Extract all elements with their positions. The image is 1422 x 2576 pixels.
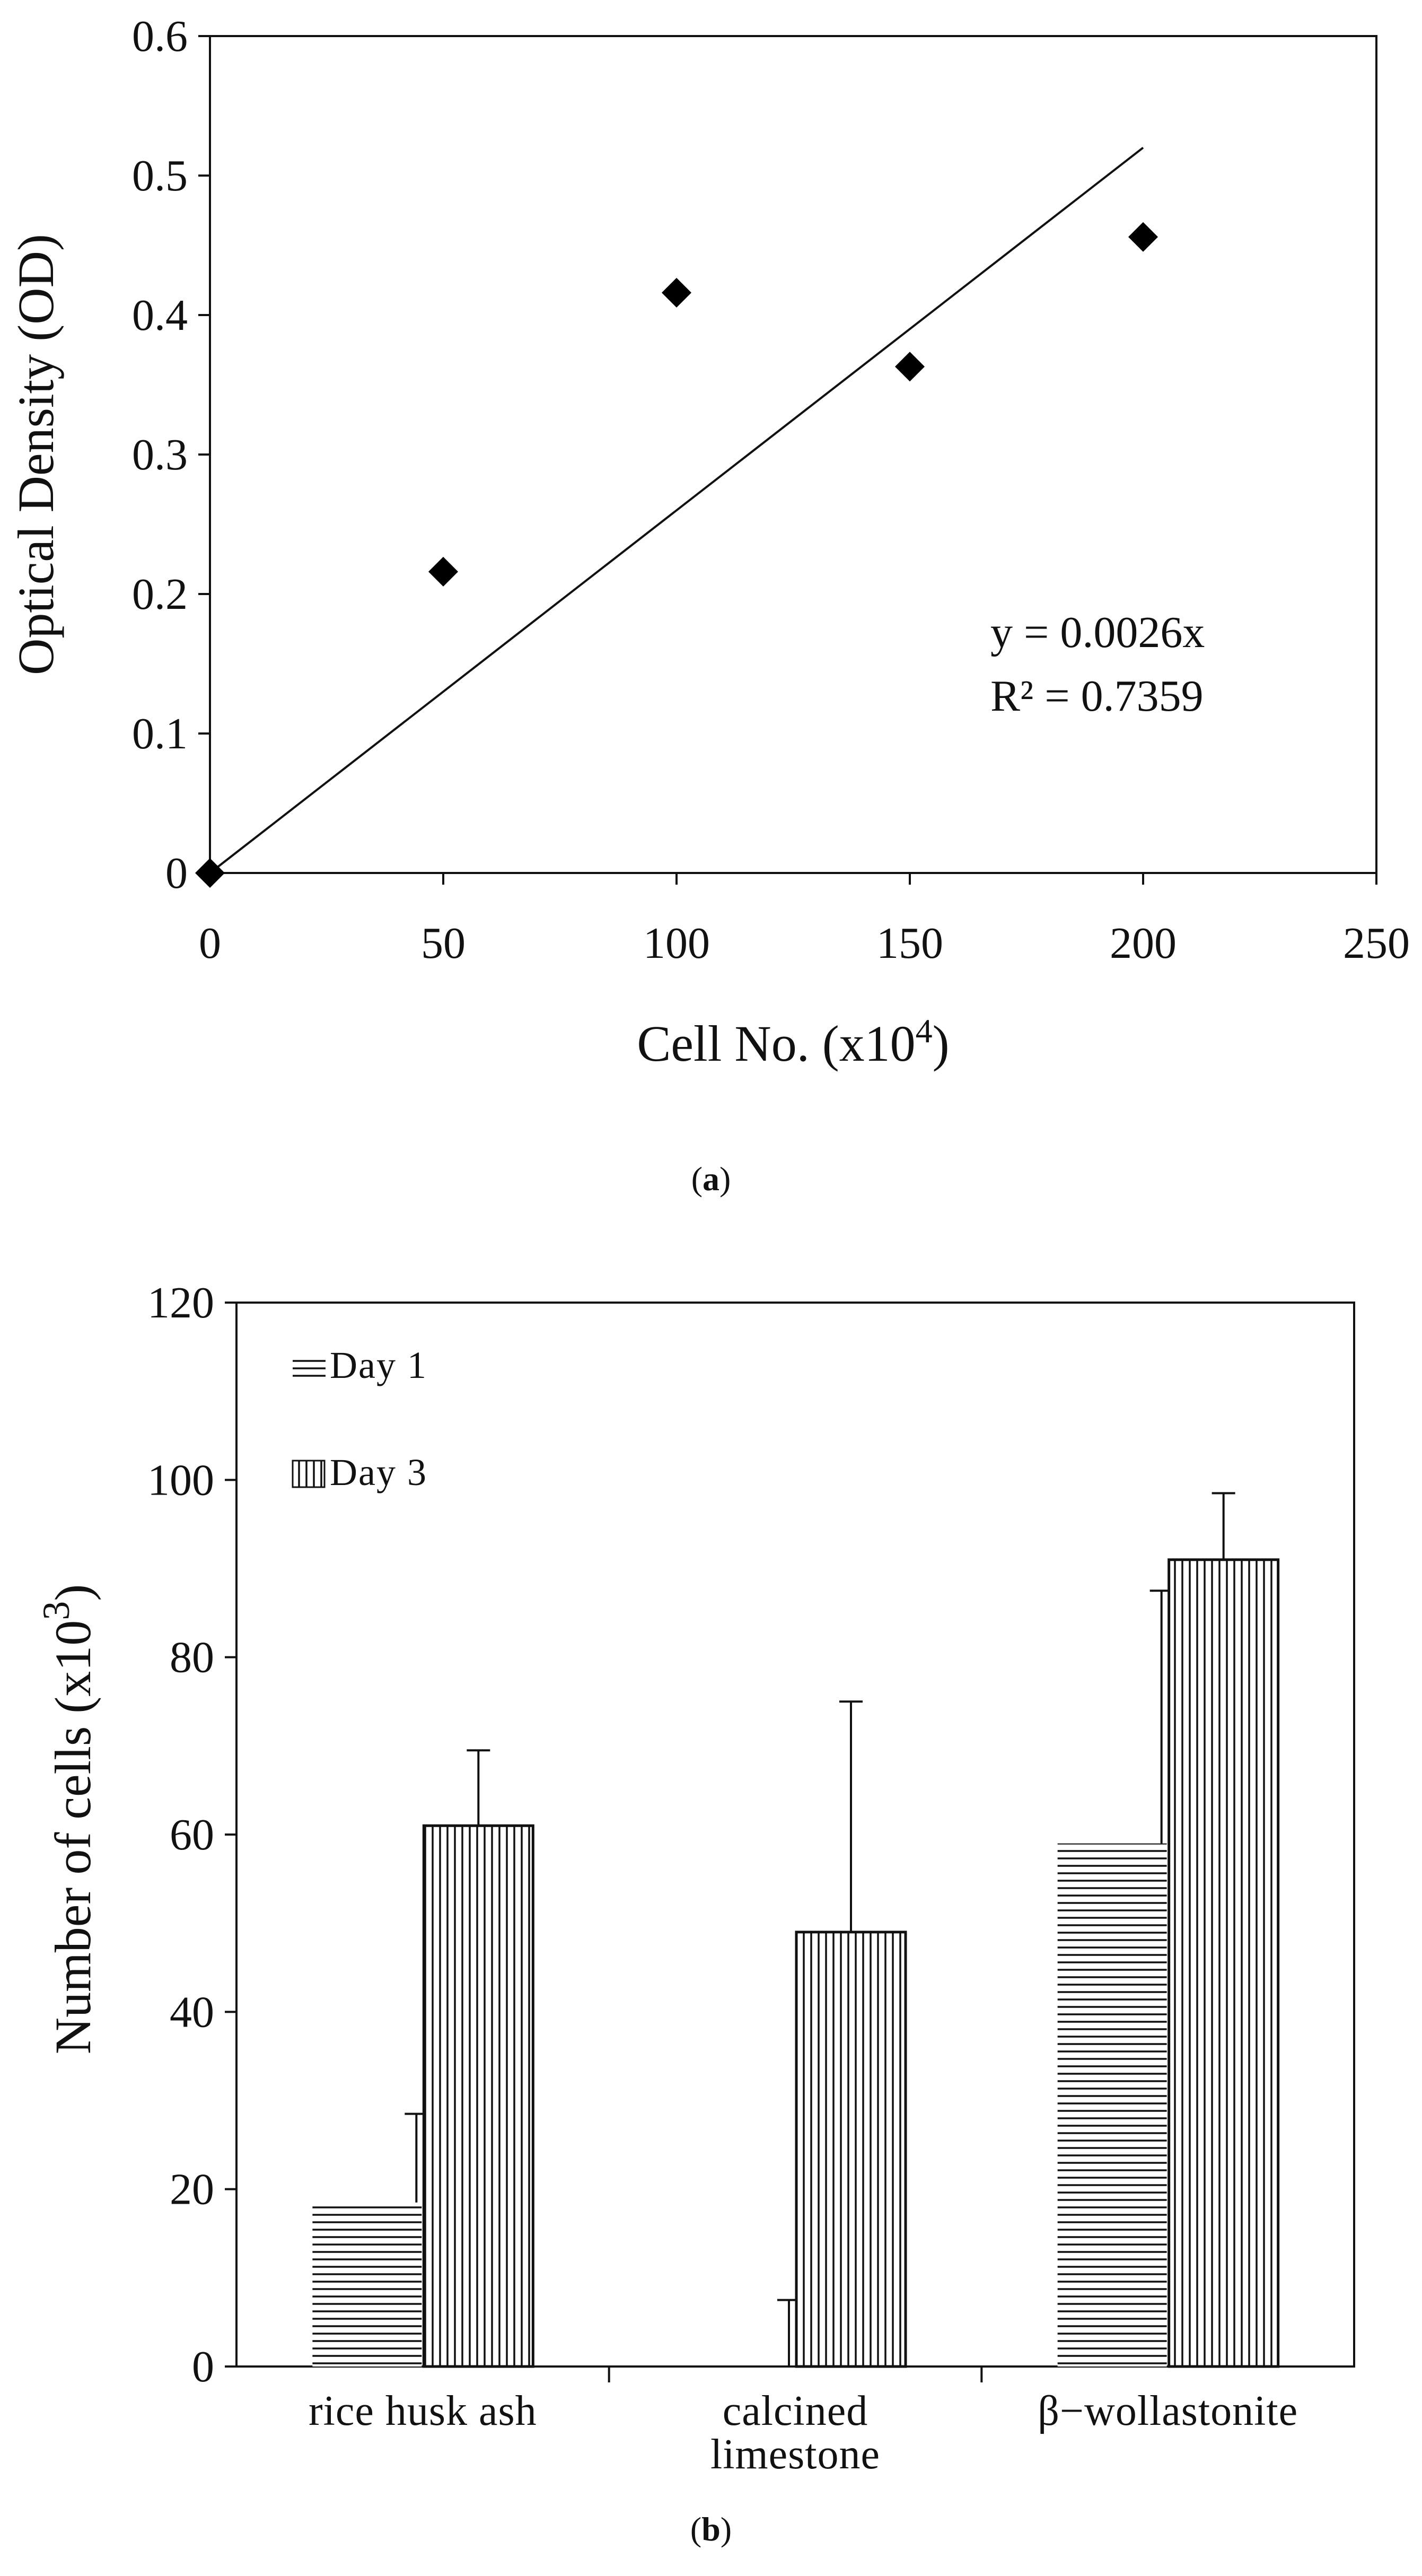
panel-a-y-tick-label: 0.6 — [132, 12, 188, 61]
legend-item-day-3: Day 3 — [292, 1451, 427, 1494]
panel-a-data-points — [195, 222, 1158, 888]
panel-a-trendline — [209, 146, 1144, 874]
panel-a-plot-frame — [209, 35, 1377, 874]
panel-b-y-tick-label: 100 — [147, 1455, 214, 1505]
panel-a-x-tick-label: 50 — [421, 919, 466, 968]
panel-b-y-tick-label: 20 — [170, 2165, 214, 2214]
panel-a-x-axis-title: Cell No. (x104) — [637, 1012, 949, 1072]
panel-a-y-axis-title: Optical Density (OD) — [7, 234, 64, 675]
panel-a-data-point — [1128, 222, 1158, 252]
panel-b-bar — [1057, 1843, 1167, 2367]
panel-b-y-tick-label: 0 — [192, 2342, 214, 2391]
panel-a-r-squared: R² = 0.7359 — [990, 671, 1204, 721]
panel-a-x-tick-label: 200 — [1110, 919, 1177, 968]
panel-a-y-tick-label: 0 — [165, 849, 188, 898]
panel-a-y-tick-label: 0.3 — [132, 430, 188, 479]
panel-b-y-axis-title: Number of cells (x103) — [35, 1584, 101, 2054]
panel-a-scatter-chart: 0 0.1 0.2 0.3 0.4 0.5 0.6 0 50 100 150 200 250 y = … — [7, 12, 1410, 1198]
panel-a-data-point — [895, 352, 925, 382]
panel-b-y-axis: 0 20 40 60 80 100 120 — [147, 1278, 236, 2391]
panel-b-category-label: β−wollastonite — [1038, 2388, 1298, 2434]
legend-item-day-1: Day 1 — [293, 1344, 427, 1386]
panel-b-category-label: calcined — [723, 2388, 868, 2434]
panel-a-x-tick-label: 100 — [643, 919, 710, 968]
panel-b-y-tick-label: 120 — [147, 1278, 214, 1328]
panel-b-bar — [1168, 1558, 1280, 2368]
panel-b-bar-chart: 0 20 40 60 80 100 120 rice husk ash calcinedlim… — [35, 1278, 1355, 2548]
panel-b-bar — [795, 1931, 907, 2368]
panel-a-equation: y = 0.0026x — [990, 608, 1205, 657]
panel-b-category-label: limestone — [710, 2431, 880, 2478]
panel-a-y-tick-label: 0.4 — [132, 291, 188, 340]
panel-b-bars — [312, 1492, 1280, 2382]
panel-a-y-tick-label: 0.1 — [132, 709, 188, 758]
panel-a-x-tick-label: 150 — [876, 919, 943, 968]
panel-b-bar — [312, 2202, 422, 2367]
legend-label-day-3: Day 3 — [330, 1451, 427, 1494]
legend-swatch-day-1 — [293, 1359, 326, 1379]
panel-b-legend: Day 1 Day 3 — [292, 1344, 427, 1494]
panel-b-caption: (b) — [690, 2510, 732, 2548]
panel-a-caption: (a) — [691, 1160, 731, 1198]
panel-a-data-point — [662, 277, 691, 308]
panel-a-y-axis: 0 0.1 0.2 0.3 0.4 0.5 0.6 — [132, 12, 210, 898]
panel-b-category-label: rice husk ash — [309, 2388, 537, 2434]
legend-label-day-1: Day 1 — [330, 1344, 427, 1386]
panel-a-y-tick-label: 0.2 — [132, 570, 188, 619]
panel-a-data-point — [195, 858, 225, 888]
panel-b-y-tick-label: 40 — [170, 1987, 214, 2037]
panel-b-y-tick-label: 80 — [170, 1633, 214, 1682]
legend-swatch-day-3 — [292, 1460, 326, 1488]
panel-a-x-tick-label: 250 — [1343, 919, 1410, 968]
panel-a-x-axis: 0 50 100 150 200 250 — [199, 873, 1410, 968]
panel-b-y-tick-label: 60 — [170, 1810, 214, 1859]
panel-a-data-point — [428, 556, 458, 587]
panel-a-y-tick-label: 0.5 — [132, 151, 188, 200]
panel-b-bar — [422, 1824, 534, 2368]
panel-a-x-tick-label: 0 — [199, 919, 221, 968]
